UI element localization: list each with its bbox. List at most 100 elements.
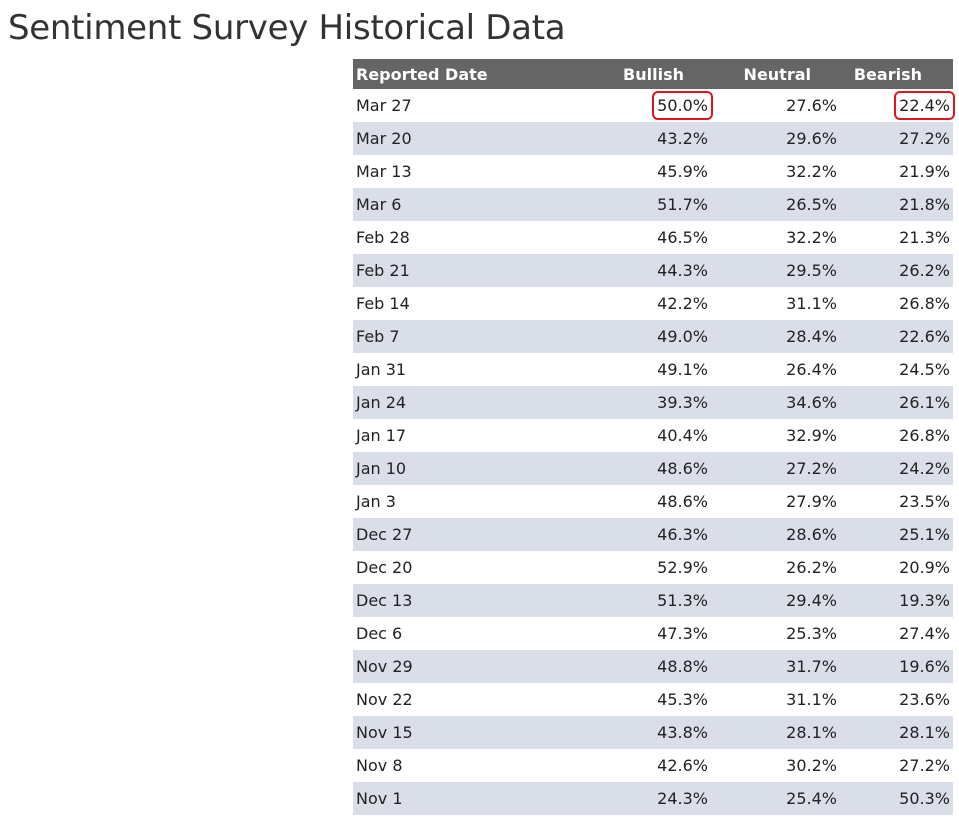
bearish-value: 24.2% <box>899 459 950 478</box>
reported-date-value: Dec 27 <box>356 525 413 544</box>
table-row: Nov 22 45.3% 31.1% 23.6% <box>353 683 953 716</box>
neutral-value: 29.5% <box>786 261 837 280</box>
neutral-cell: 28.6% <box>710 518 837 551</box>
bullish-cell: 49.0% <box>606 320 710 353</box>
neutral-cell: 27.6% <box>710 89 837 122</box>
bullish-value: 42.6% <box>657 756 708 775</box>
neutral-value: 27.9% <box>786 492 837 511</box>
neutral-cell: 31.1% <box>710 683 837 716</box>
neutral-value: 27.6% <box>786 96 837 115</box>
bullish-cell: 42.2% <box>606 287 710 320</box>
bullish-value: 43.2% <box>657 129 708 148</box>
neutral-cell: 27.2% <box>710 452 837 485</box>
bullish-cell: 46.5% <box>606 221 710 254</box>
neutral-cell: 25.3% <box>710 617 837 650</box>
bearish-value: 21.8% <box>899 195 950 214</box>
bearish-value: 22.6% <box>899 327 950 346</box>
reported-date-value: Jan 3 <box>356 492 396 511</box>
neutral-value: 27.2% <box>786 459 837 478</box>
bullish-value: 44.3% <box>657 261 708 280</box>
neutral-value: 25.4% <box>786 789 837 808</box>
bearish-value: 26.2% <box>899 261 950 280</box>
table-row: Mar 13 45.9% 32.2% 21.9% <box>353 155 953 188</box>
table-row: Jan 3 48.6% 27.9% 23.5% <box>353 485 953 518</box>
table-row: Nov 15 43.8% 28.1% 28.1% <box>353 716 953 749</box>
reported-date-value: Jan 17 <box>356 426 407 445</box>
neutral-cell: 32.9% <box>710 419 837 452</box>
table-row: Feb 28 46.5% 32.2% 21.3% <box>353 221 953 254</box>
neutral-cell: 29.5% <box>710 254 837 287</box>
reported-date-cell: Nov 1 <box>353 782 606 815</box>
bullish-value: 49.1% <box>657 360 708 379</box>
table-row: Mar 6 51.7% 26.5% 21.8% <box>353 188 953 221</box>
bearish-value: 21.3% <box>899 228 950 247</box>
table-header: Reported Date Bullish Neutral Bearish <box>353 59 953 89</box>
bearish-value: 19.6% <box>899 657 950 676</box>
neutral-value: 32.2% <box>786 162 837 181</box>
bearish-cell: 50.3% <box>837 782 953 815</box>
neutral-value: 28.4% <box>786 327 837 346</box>
reported-date-cell: Jan 3 <box>353 485 606 518</box>
bullish-value: 48.6% <box>657 459 708 478</box>
reported-date-value: Nov 22 <box>356 690 413 709</box>
bearish-cell: 23.6% <box>837 683 953 716</box>
bullish-cell: 48.8% <box>606 650 710 683</box>
neutral-cell: 28.4% <box>710 320 837 353</box>
bullish-value: 40.4% <box>657 426 708 445</box>
reported-date-value: Feb 14 <box>356 294 410 313</box>
bearish-cell: 26.2% <box>837 254 953 287</box>
bullish-value: 39.3% <box>657 393 708 412</box>
bearish-cell: 22.6% <box>837 320 953 353</box>
bullish-value: 47.3% <box>657 624 708 643</box>
table-row: Dec 13 51.3% 29.4% 19.3% <box>353 584 953 617</box>
neutral-cell: 28.1% <box>710 716 837 749</box>
neutral-value: 30.2% <box>786 756 837 775</box>
bullish-value: 49.0% <box>657 327 708 346</box>
neutral-value: 29.4% <box>786 591 837 610</box>
reported-date-cell: Jan 24 <box>353 386 606 419</box>
table-row: Feb 7 49.0% 28.4% 22.6% <box>353 320 953 353</box>
table-row: Mar 20 43.2% 29.6% 27.2% <box>353 122 953 155</box>
bullish-cell: 48.6% <box>606 485 710 518</box>
table-row: Feb 14 42.2% 31.1% 26.8% <box>353 287 953 320</box>
bearish-value: 23.6% <box>899 690 950 709</box>
bearish-cell: 21.8% <box>837 188 953 221</box>
bearish-cell: 26.8% <box>837 419 953 452</box>
bullish-value: 45.3% <box>657 690 708 709</box>
page-title: Sentiment Survey Historical Data <box>8 8 566 48</box>
bearish-value: 26.8% <box>899 426 950 445</box>
neutral-value: 26.2% <box>786 558 837 577</box>
bearish-value: 25.1% <box>899 525 950 544</box>
reported-date-value: Mar 13 <box>356 162 412 181</box>
bearish-cell: 25.1% <box>837 518 953 551</box>
bullish-cell: 40.4% <box>606 419 710 452</box>
bullish-value: 46.5% <box>657 228 708 247</box>
reported-date-value: Dec 13 <box>356 591 413 610</box>
table-row: Jan 17 40.4% 32.9% 26.8% <box>353 419 953 452</box>
bullish-cell: 43.2% <box>606 122 710 155</box>
bullish-value: 48.8% <box>657 657 708 676</box>
reported-date-value: Feb 28 <box>356 228 410 247</box>
bullish-value: 51.3% <box>657 591 708 610</box>
bullish-value: 48.6% <box>657 492 708 511</box>
bullish-cell: 24.3% <box>606 782 710 815</box>
neutral-cell: 32.2% <box>710 155 837 188</box>
bearish-value: 23.5% <box>899 492 950 511</box>
reported-date-cell: Feb 28 <box>353 221 606 254</box>
bullish-value: 46.3% <box>657 525 708 544</box>
bearish-cell: 28.1% <box>837 716 953 749</box>
neutral-value: 26.5% <box>786 195 837 214</box>
neutral-value: 28.1% <box>786 723 837 742</box>
bullish-value: 43.8% <box>657 723 708 742</box>
bullish-cell: 43.8% <box>606 716 710 749</box>
reported-date-cell: Mar 6 <box>353 188 606 221</box>
bullish-value: 52.9% <box>657 558 708 577</box>
bullish-value: 51.7% <box>657 195 708 214</box>
bearish-cell: 23.5% <box>837 485 953 518</box>
reported-date-cell: Dec 20 <box>353 551 606 584</box>
bearish-value: 26.1% <box>899 393 950 412</box>
reported-date-value: Feb 21 <box>356 261 410 280</box>
neutral-cell: 25.4% <box>710 782 837 815</box>
bearish-cell: 27.2% <box>837 749 953 782</box>
bearish-value: 21.9% <box>899 162 950 181</box>
